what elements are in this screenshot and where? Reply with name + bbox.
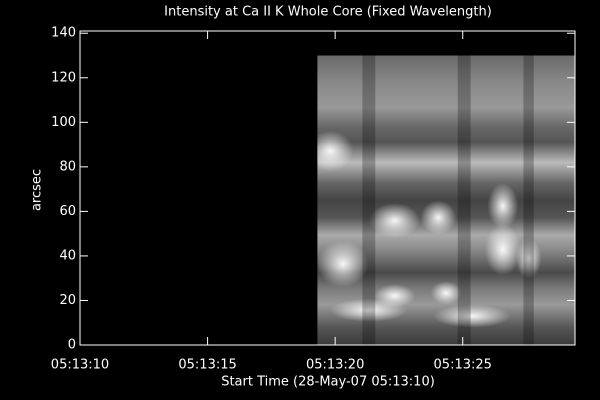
bright-patch bbox=[430, 281, 462, 305]
bright-patch bbox=[515, 237, 542, 279]
x-tick-label: 05:13:20 bbox=[306, 358, 364, 373]
y-tick-label: 120 bbox=[51, 70, 76, 85]
chart-title: Intensity at Ca II K Whole Core (Fixed W… bbox=[164, 5, 492, 20]
y-tick-label: 0 bbox=[68, 338, 76, 353]
x-tick-label: 05:13:10 bbox=[51, 358, 109, 373]
y-axis-label: arcsec bbox=[30, 169, 45, 211]
bright-patch bbox=[317, 240, 369, 288]
bright-patch bbox=[330, 298, 408, 322]
x-tick-label: 05:13:25 bbox=[434, 358, 492, 373]
x-axis-label: Start Time (28-May-07 05:13:10) bbox=[221, 375, 435, 390]
solar-image bbox=[317, 55, 575, 345]
y-tick-label: 140 bbox=[51, 26, 76, 41]
bright-patch bbox=[420, 200, 457, 235]
plot-frame bbox=[79, 30, 576, 346]
y-tick-label: 20 bbox=[59, 293, 76, 308]
bright-patch bbox=[317, 130, 354, 172]
x-tick-label: 05:13:15 bbox=[178, 358, 236, 373]
y-tick-label: 40 bbox=[59, 248, 76, 263]
y-tick-label: 60 bbox=[59, 204, 76, 219]
dark-lane bbox=[362, 55, 376, 345]
bright-patch bbox=[484, 223, 521, 276]
y-tick-label: 100 bbox=[51, 115, 76, 130]
bright-patch bbox=[487, 182, 519, 230]
bright-patch bbox=[368, 203, 421, 238]
y-tick-label: 80 bbox=[59, 159, 76, 174]
dark-lane bbox=[523, 55, 534, 345]
bright-patch bbox=[433, 304, 511, 328]
dark-lane bbox=[457, 55, 471, 345]
